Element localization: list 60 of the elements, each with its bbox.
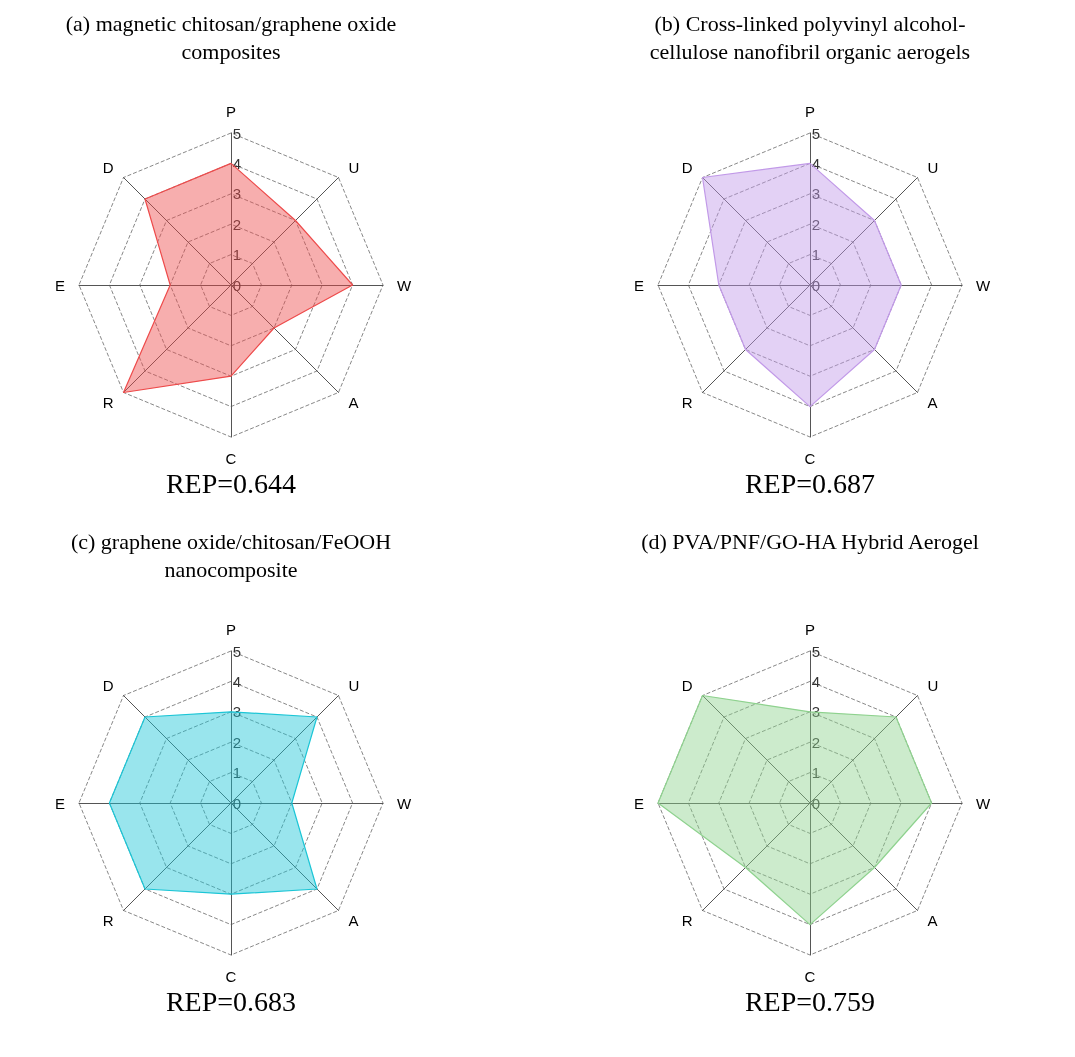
text: REP=0.759 [743, 986, 877, 1018]
chart-title: (d) PVA/PNF/GO-HA Hybrid Aerogel [640, 528, 980, 556]
spoke-label: P [804, 103, 816, 120]
spoke-label: R [102, 393, 114, 411]
y-tick-label: 5 [811, 642, 820, 660]
y-tick-label: 3 [811, 185, 820, 203]
spoke-label: U [348, 159, 360, 177]
y-tick-label: 1 [232, 764, 241, 782]
y-tick-label: 3 [232, 703, 241, 721]
y-tick-label: 5 [232, 124, 241, 142]
spoke-label: C [804, 450, 816, 467]
spoke-label: U [348, 677, 360, 695]
chart-title: (c) graphene oxide/chitosan/FeOOH nanocomposite [69, 528, 393, 584]
spoke-label: W [397, 794, 412, 812]
y-tick-label: 3 [232, 185, 241, 203]
spoke-label: E [54, 276, 65, 294]
spoke-label: U [927, 159, 939, 177]
spoke-label: P [804, 621, 816, 638]
spoke-label: D [102, 159, 114, 177]
y-tick-label: 4 [811, 154, 820, 172]
spoke-label: P [225, 103, 237, 120]
spoke-label: C [804, 968, 816, 985]
y-tick-label: 4 [232, 672, 241, 690]
y-tick-label: 1 [811, 246, 820, 264]
y-tick-label: 1 [811, 764, 820, 782]
spoke-label: R [681, 911, 693, 929]
spoke-label: W [976, 794, 991, 812]
spoke-label: A [348, 911, 359, 929]
text: REP=0.683 [164, 986, 298, 1018]
y-tick-label: 5 [232, 642, 241, 660]
y-tick-label: 2 [232, 733, 241, 751]
spoke-label: E [633, 276, 644, 294]
y-tick-label: 1 [232, 246, 241, 264]
y-tick-label: 2 [232, 215, 241, 233]
y-tick-label: 5 [811, 124, 820, 142]
chart-title: (b) Cross-linked polyvinyl alcohol-cellulose nanofibril organic aerogels [648, 10, 972, 66]
y-tick-label: 3 [811, 703, 820, 721]
spoke-label: W [976, 276, 991, 294]
spoke-label: P [225, 621, 237, 638]
spoke-label: A [927, 911, 938, 929]
y-tick-label: 4 [811, 672, 820, 690]
spoke-label: A [927, 393, 938, 411]
spoke-label: R [681, 393, 693, 411]
text: REP=0.687 [743, 468, 877, 500]
y-tick-label: 4 [232, 154, 241, 172]
spoke-label: A [348, 393, 359, 411]
spoke-label: C [225, 968, 237, 985]
spoke-label: W [397, 276, 412, 294]
spoke-label: D [681, 159, 693, 177]
spoke-label: R [102, 911, 114, 929]
spoke-label: D [681, 677, 693, 695]
spoke-label: D [102, 677, 114, 695]
chart-title: (a) magnetic chitosan/graphene oxide composites [64, 10, 398, 66]
spoke-label: U [927, 677, 939, 695]
spoke-label: E [633, 794, 644, 812]
y-tick-label: 2 [811, 733, 820, 751]
spoke-label: C [225, 450, 237, 467]
text: REP=0.644 [164, 468, 298, 500]
spoke-label: E [54, 794, 65, 812]
y-tick-label: 2 [811, 215, 820, 233]
